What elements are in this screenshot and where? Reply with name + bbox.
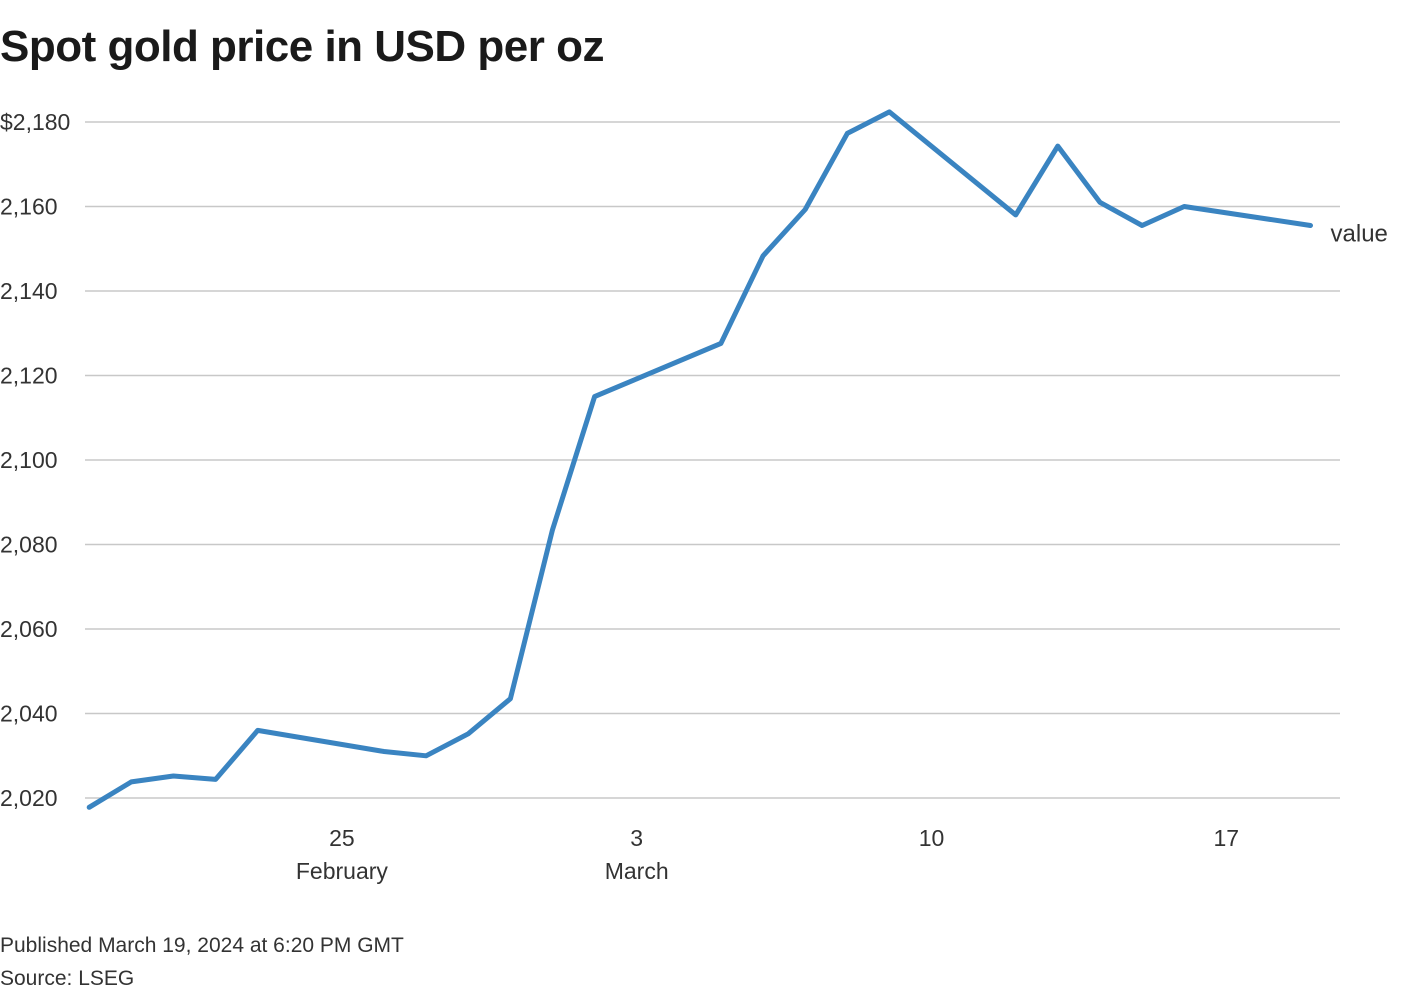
line-chart: $2,180 2,160 2,140 2,120 2,100 2,080 2,060 2,04… — [0, 0, 1420, 920]
series-label: value — [1331, 221, 1388, 248]
x-tick-label: 10 — [919, 825, 945, 851]
y-tick-label: 2,100 — [0, 447, 58, 473]
source-note: Source: LSEG — [0, 967, 134, 991]
published-note: Published March 19, 2024 at 6:20 PM GMT — [0, 934, 404, 958]
x-tick-label: 17 — [1213, 825, 1239, 851]
y-tick-label: 2,060 — [0, 616, 58, 642]
x-tick-label: 25 — [329, 825, 355, 851]
y-tick-label: 2,020 — [0, 785, 58, 811]
y-tick-label: 2,120 — [0, 363, 58, 389]
y-tick-label: 2,160 — [0, 194, 58, 220]
x-tick-label: 3 — [630, 825, 643, 851]
y-tick-label: 2,040 — [0, 701, 58, 727]
y-tick-label: $2,180 — [0, 109, 70, 135]
y-tick-label: 2,080 — [0, 532, 58, 558]
x-tick-month-label: March — [605, 858, 669, 884]
x-axis: 25 February 3 March 10 17 — [296, 825, 1239, 884]
x-tick-month-label: February — [296, 858, 389, 884]
y-axis: $2,180 2,160 2,140 2,120 2,100 2,080 2,060 2,04… — [0, 109, 70, 811]
y-tick-label: 2,140 — [0, 278, 58, 304]
